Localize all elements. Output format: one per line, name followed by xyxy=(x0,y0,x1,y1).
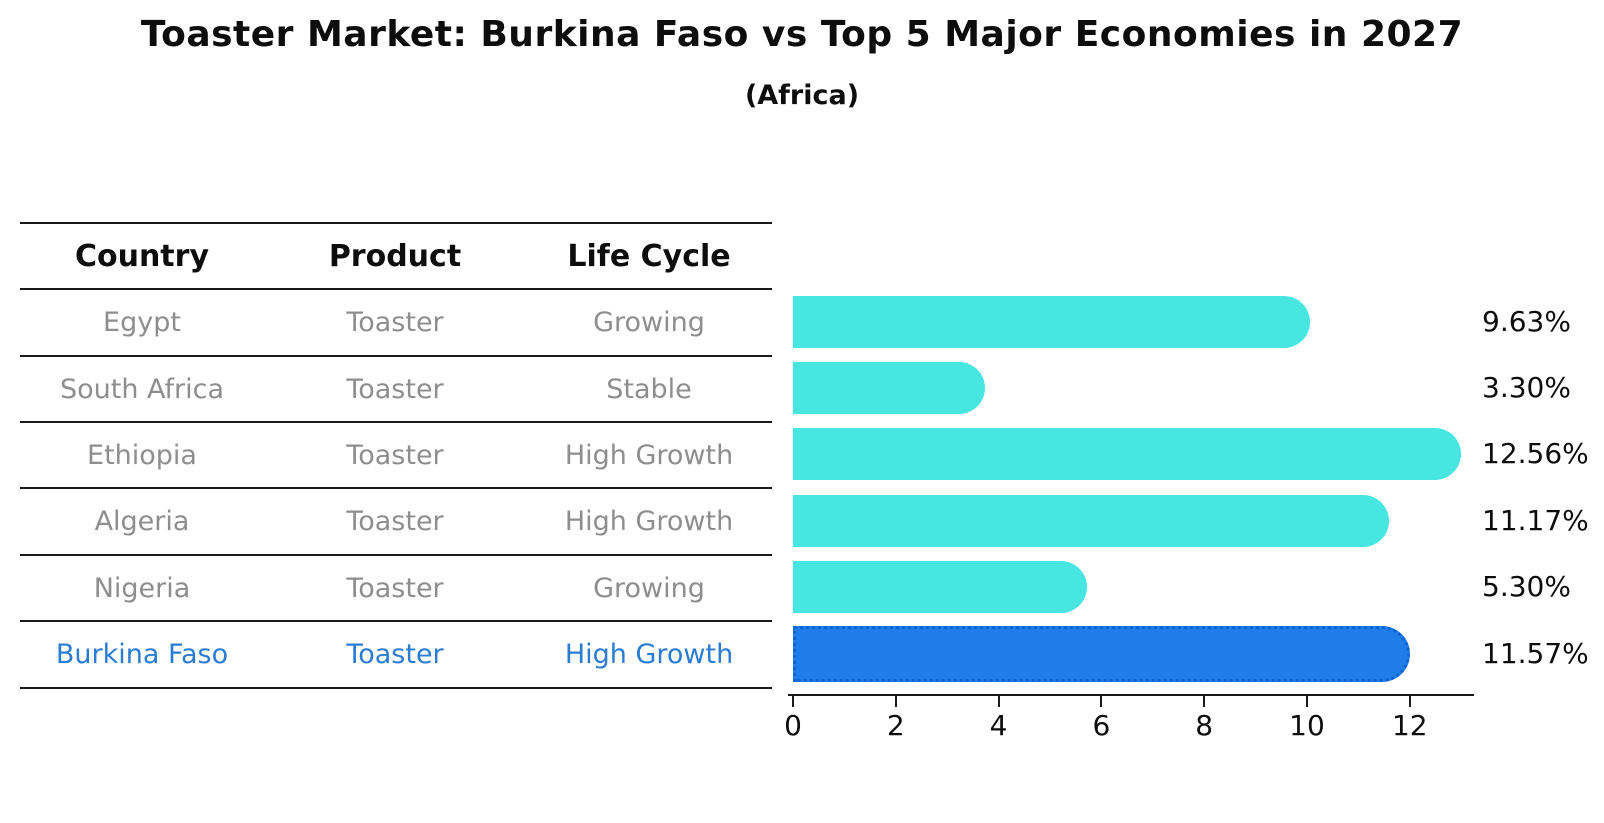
table-row: South Africa Toaster Stable xyxy=(20,357,772,421)
cell-product: Toaster xyxy=(346,373,444,405)
cell-product: Toaster xyxy=(346,439,444,471)
value-label-egypt: 9.63% xyxy=(1482,304,1571,338)
x-tick xyxy=(792,696,794,707)
cell-country: Ethiopia xyxy=(87,439,197,471)
table-rule xyxy=(20,355,772,357)
cell-product: Toaster xyxy=(346,639,444,670)
bar-algeria xyxy=(793,494,1389,547)
x-tick xyxy=(1408,696,1411,707)
cell-country: Burkina Faso xyxy=(55,639,229,670)
x-tick-label-10: 10 xyxy=(1289,709,1325,742)
value-label-south-africa: 3.30% xyxy=(1482,371,1571,404)
x-tick xyxy=(1203,696,1206,707)
cell-life-cycle: High Growth xyxy=(564,506,734,537)
table-rule xyxy=(20,288,772,290)
table-row: Egypt Toaster Growing xyxy=(20,290,772,355)
cell-country: Egypt xyxy=(103,307,181,338)
x-tick-label-6: 6 xyxy=(1092,709,1111,742)
cell-life-cycle: High Growth xyxy=(564,639,734,670)
value-label-ethiopia: 12.56% xyxy=(1482,437,1589,470)
table-row: Algeria Toaster High Growth xyxy=(20,489,772,554)
table-rule xyxy=(20,554,772,556)
table-row: Burkina Faso Toaster High Growth xyxy=(20,622,772,687)
x-tick-label-4: 4 xyxy=(989,709,1008,742)
x-tick xyxy=(997,696,1000,707)
col-header-country: Country xyxy=(74,238,210,274)
value-label-algeria: 11.17% xyxy=(1482,503,1589,537)
table-rule xyxy=(20,421,772,423)
x-tick xyxy=(894,696,897,707)
col-header-product: Product xyxy=(328,238,462,274)
chart-subtitle: (Africa) xyxy=(744,80,860,111)
cell-product: Toaster xyxy=(346,572,444,604)
table-row: Nigeria Toaster Growing xyxy=(20,556,772,620)
cell-life-cycle: Stable xyxy=(606,373,692,405)
value-label-nigeria: 5.30% xyxy=(1482,570,1571,603)
x-tick-label-8: 8 xyxy=(1195,709,1214,742)
cell-country: South Africa xyxy=(59,373,225,405)
table-row: Ethiopia Toaster High Growth xyxy=(20,423,772,487)
cell-life-cycle: High Growth xyxy=(564,439,734,471)
cell-country: Nigeria xyxy=(93,572,191,604)
cell-country: Algeria xyxy=(94,506,190,537)
x-axis-line xyxy=(788,694,1474,696)
x-tick-label-0: 0 xyxy=(784,709,802,742)
bar-burkina-faso xyxy=(793,625,1410,682)
table-rule xyxy=(20,687,772,689)
table-rule xyxy=(20,222,772,224)
x-tick xyxy=(1100,696,1103,707)
cell-product: Toaster xyxy=(346,506,444,537)
bar-ethiopia xyxy=(793,428,1461,480)
bar-egypt xyxy=(793,295,1310,348)
table-rule xyxy=(20,487,772,489)
cell-product: Toaster xyxy=(346,307,444,338)
bar-south-africa xyxy=(793,362,985,414)
cell-life-cycle: Growing xyxy=(593,572,705,604)
table-header-row: Country Product Life Cycle xyxy=(20,224,772,288)
col-header-life-cycle: Life Cycle xyxy=(567,238,731,274)
x-tick-label-12: 12 xyxy=(1391,709,1428,742)
x-tick xyxy=(1306,696,1308,707)
x-tick-label-2: 2 xyxy=(886,709,905,742)
chart-title: Toaster Market: Burkina Faso vs Top 5 Ma… xyxy=(140,14,1464,55)
bar-nigeria xyxy=(793,561,1087,613)
value-label-burkina-faso: 11.57% xyxy=(1482,636,1589,670)
table-rule xyxy=(20,620,772,622)
cell-life-cycle: Growing xyxy=(593,307,705,338)
